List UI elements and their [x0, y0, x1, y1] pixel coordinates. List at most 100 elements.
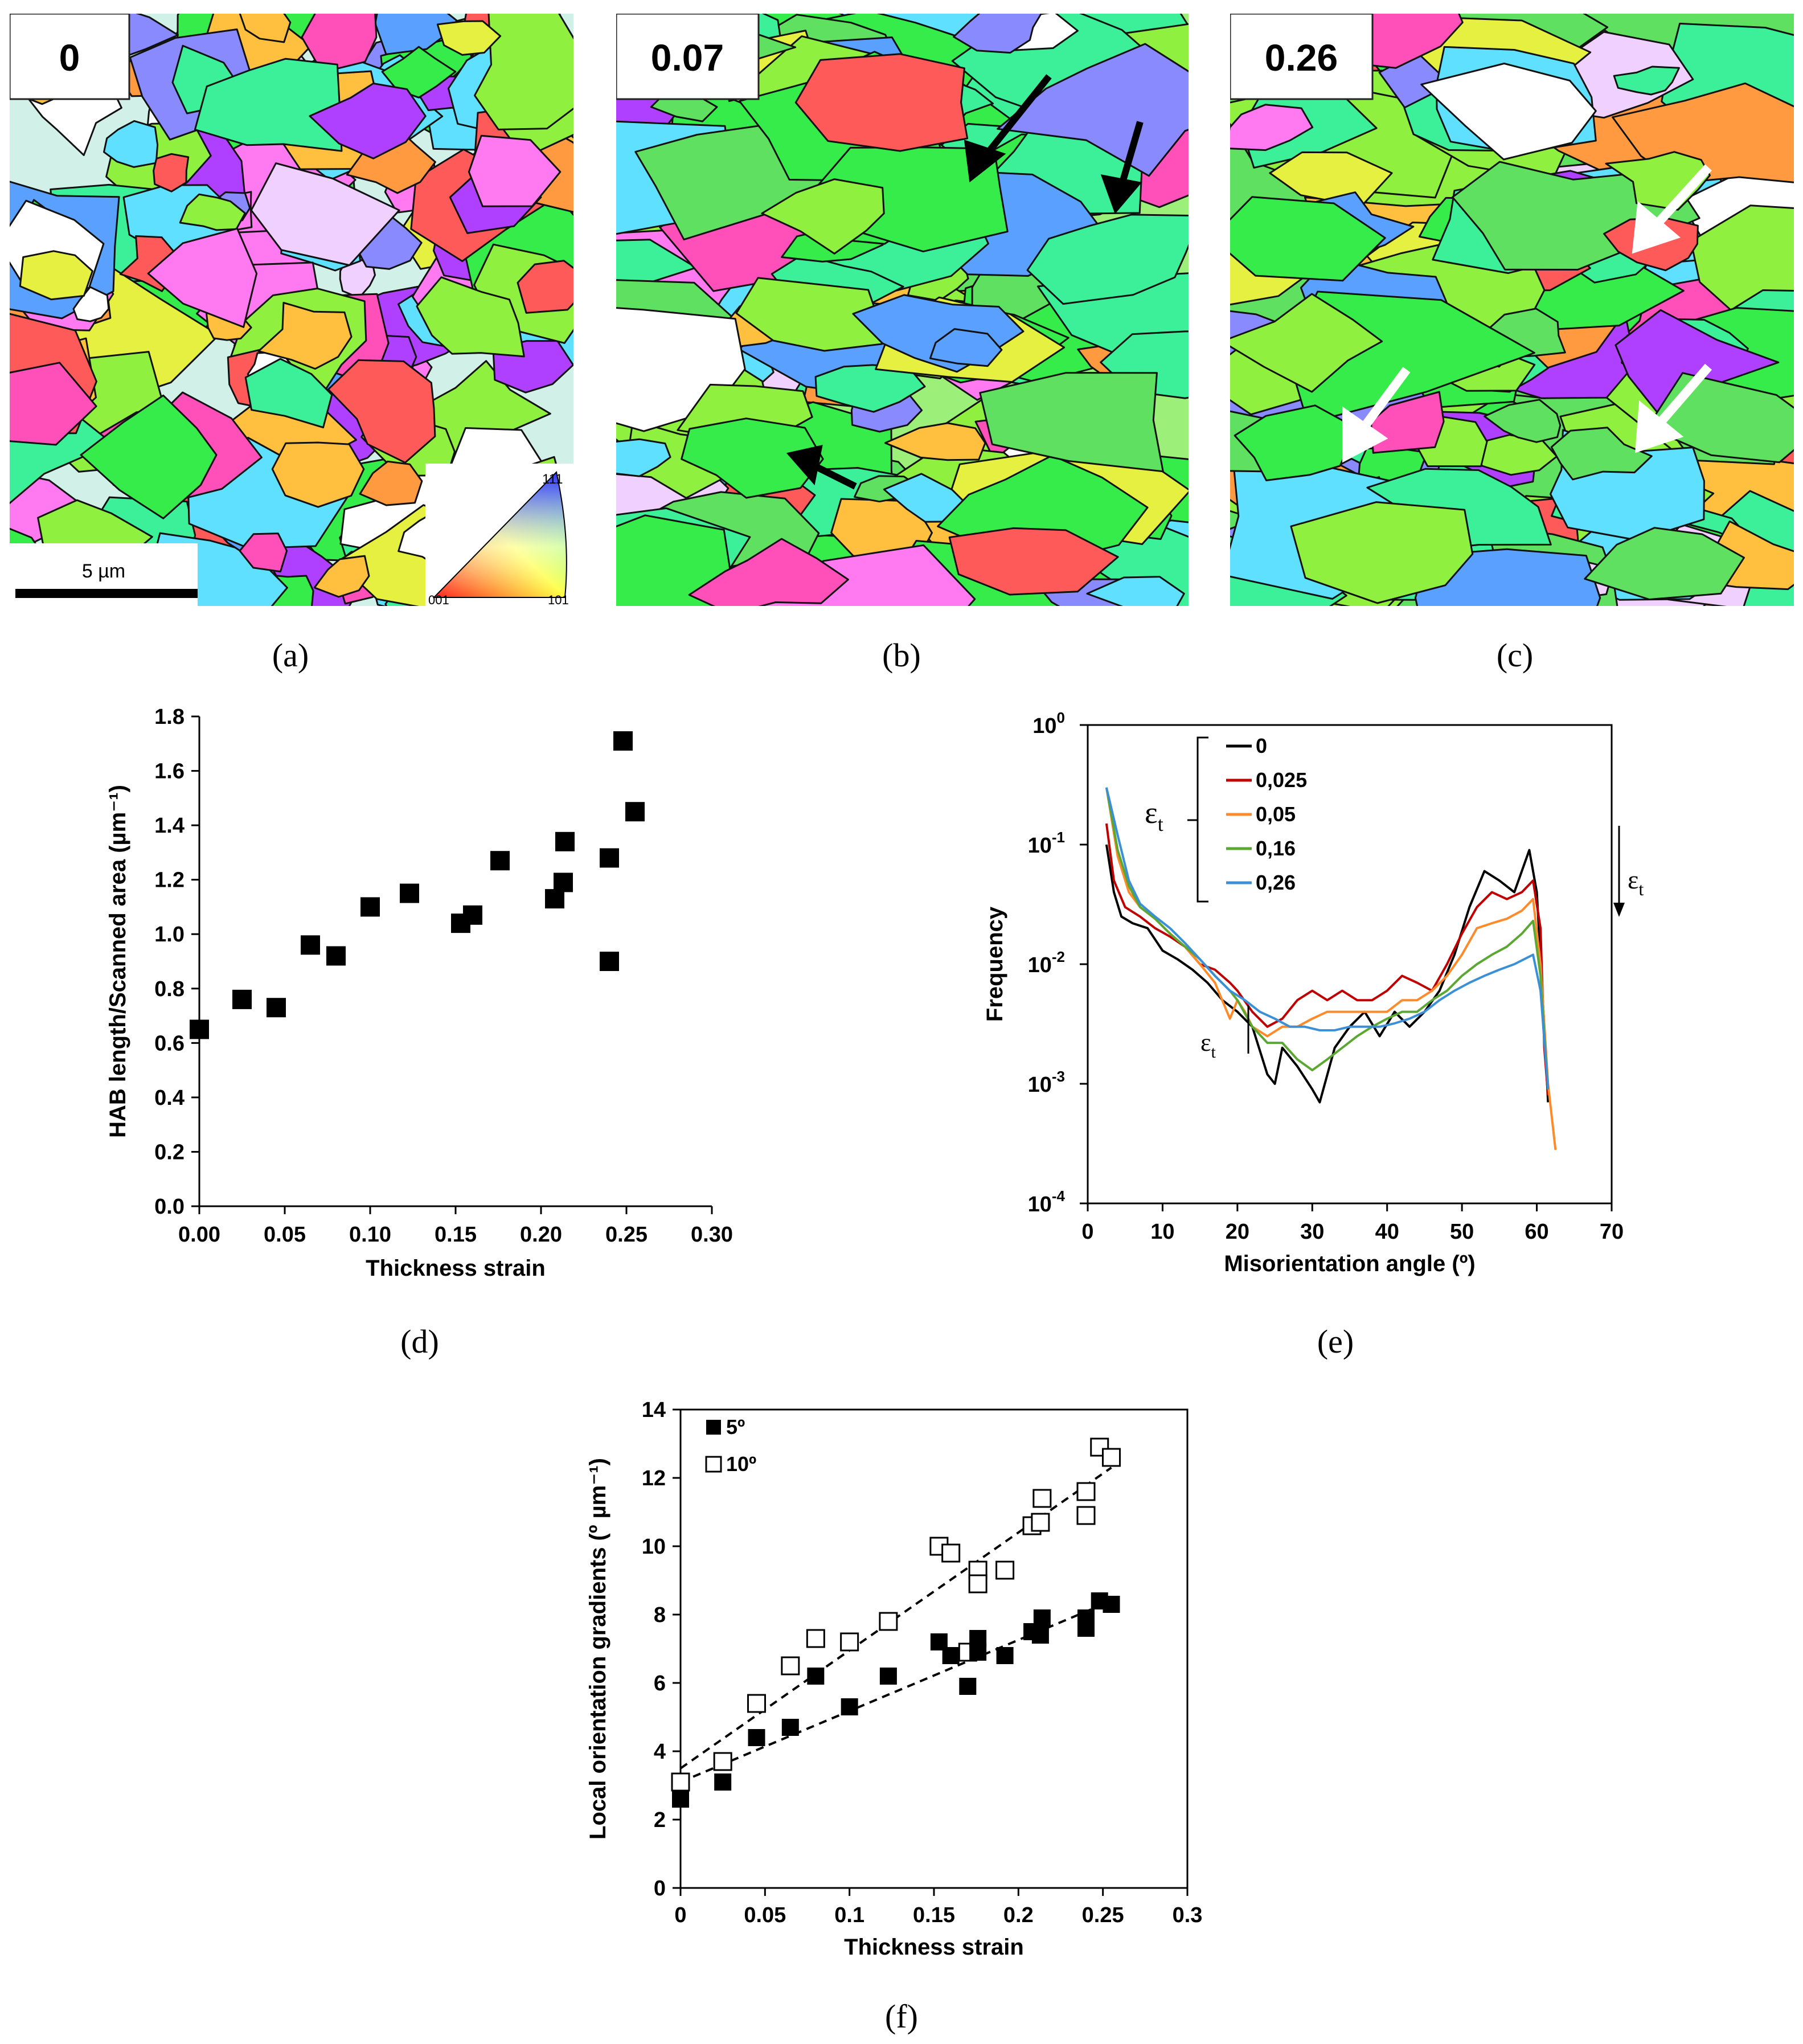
grain: [1484, 399, 1562, 443]
f-point-10: [941, 1543, 961, 1563]
d-x-tick-label: 0.10: [349, 1223, 391, 1247]
grain: [681, 417, 824, 499]
d-x-tick-label: 0.15: [435, 1223, 477, 1247]
f-point-5: [714, 1773, 732, 1791]
e-x-tick-label: 40: [1375, 1220, 1399, 1244]
grain: [301, 14, 378, 73]
d-point: [600, 952, 619, 971]
grain: [929, 328, 1003, 367]
d-y-tick-label: 1.0: [154, 923, 185, 947]
d-point: [613, 731, 633, 751]
grain: [979, 372, 1164, 473]
e-legend-title: εt: [1145, 796, 1163, 835]
e-annotation-right-label: εt: [1628, 865, 1644, 899]
chart-d: 0.00 0.05 0.10 0.15 0.20 0.25 0.30 0.0 0.2 0.4 0.6…: [105, 705, 733, 1281]
d-y-tick-label: 1.6: [154, 760, 185, 784]
grain: [1230, 293, 1383, 393]
arrow-b-1: [978, 74, 1052, 164]
f-legend-label-10: 10º: [726, 1452, 756, 1476]
f-x-tick-label: 0.15: [913, 1903, 955, 1927]
grain: [436, 20, 502, 56]
grain: [250, 162, 400, 267]
grain: [257, 302, 353, 370]
f-points: [671, 1437, 1121, 1808]
f-legend: 5º 10º: [705, 1415, 756, 1476]
e-x-tick-label: 20: [1226, 1220, 1249, 1244]
e-ticks: 0 10 20 30 40 50 60 70 100 10-1 10-2 10-3 10-4: [1028, 709, 1624, 1244]
grain: [239, 532, 288, 573]
d-y-tick-label: 1.4: [154, 814, 185, 838]
arrow-c-3-head: [1635, 400, 1684, 453]
e-x-tick-label: 30: [1300, 1220, 1324, 1244]
grain: [761, 178, 885, 255]
arrow-c-1: [1648, 164, 1712, 234]
f-point-10: [671, 1772, 690, 1792]
grain: [80, 394, 218, 519]
grain: [309, 83, 427, 159]
f-point-10: [1076, 1506, 1096, 1525]
grain: [1550, 427, 1653, 481]
f-point-5: [996, 1647, 1014, 1664]
grain: [179, 193, 246, 231]
f-legend-marker-5: [706, 1420, 721, 1435]
e-y-tick-label: 100: [1032, 709, 1065, 738]
f-y-tick-label: 14: [642, 1398, 666, 1422]
f-x-tick-label: 0.3: [1173, 1903, 1203, 1927]
f-point-10: [1076, 1482, 1096, 1501]
e-y-tick-label: 10-2: [1028, 948, 1065, 977]
d-y-tick-label: 1.8: [154, 705, 185, 729]
grain: [735, 277, 883, 352]
f-point-10: [713, 1752, 732, 1771]
e-lines: [1105, 787, 1557, 1150]
arrow-b-2-head: [1100, 174, 1142, 214]
d-x-tick-label: 0.20: [520, 1223, 562, 1247]
grain: [517, 260, 573, 314]
f-point-10: [1031, 1513, 1050, 1532]
deformation-arrows-b: [786, 74, 1144, 490]
f-point-5: [942, 1647, 960, 1664]
d-y-tick-label: 1.2: [154, 869, 185, 892]
d-point: [360, 897, 380, 917]
grain: [1230, 104, 1314, 151]
ipf-label-101: 101: [548, 593, 569, 606]
ebsd-map-a: 0 5 µm 111 001 101: [10, 14, 573, 606]
grain: [416, 276, 525, 358]
d-point: [190, 1019, 209, 1039]
f-legend-marker-10: [705, 1456, 722, 1473]
d-x-tick-label: 0.00: [178, 1223, 220, 1247]
e-series-line: [1105, 844, 1550, 1104]
grain: [194, 58, 343, 152]
grain: [688, 538, 849, 606]
f-x-label: Thickness strain: [844, 1935, 1024, 1960]
f-legend-label-5: 5º: [726, 1415, 745, 1439]
grain: [794, 53, 969, 152]
grain: [1234, 404, 1353, 481]
d-point: [267, 998, 286, 1018]
f-point-10: [995, 1560, 1015, 1580]
f-point-5: [807, 1668, 825, 1685]
d-x-label: Thickness strain: [366, 1256, 546, 1281]
e-x-tick-label: 10: [1150, 1220, 1174, 1244]
f-y-tick-label: 2: [654, 1808, 666, 1832]
f-point-10: [879, 1612, 898, 1631]
d-y-tick-label: 0.0: [154, 1195, 185, 1219]
e-plot-frame: [1087, 724, 1613, 1205]
grain: [616, 438, 671, 477]
f-y-tick-label: 12: [642, 1467, 666, 1490]
d-point: [554, 873, 573, 892]
caption-e: (e): [1317, 1323, 1354, 1360]
f-y-tick-label: 0: [654, 1877, 666, 1900]
grain: [1613, 65, 1680, 96]
e-series-line: [1105, 823, 1550, 1096]
f-point-5: [1033, 1609, 1051, 1627]
e-legend-label: 0,05: [1256, 802, 1296, 826]
e-x-tick-label: 60: [1525, 1220, 1548, 1244]
arrow-c-2-head: [1342, 406, 1388, 463]
grain: [19, 250, 93, 301]
f-y-tick-label: 6: [654, 1672, 666, 1695]
grain: [381, 46, 457, 99]
caption-b: (b): [882, 637, 921, 674]
strain-label-b: 0.07: [651, 36, 724, 79]
d-x-tick-label: 0.30: [691, 1223, 733, 1247]
